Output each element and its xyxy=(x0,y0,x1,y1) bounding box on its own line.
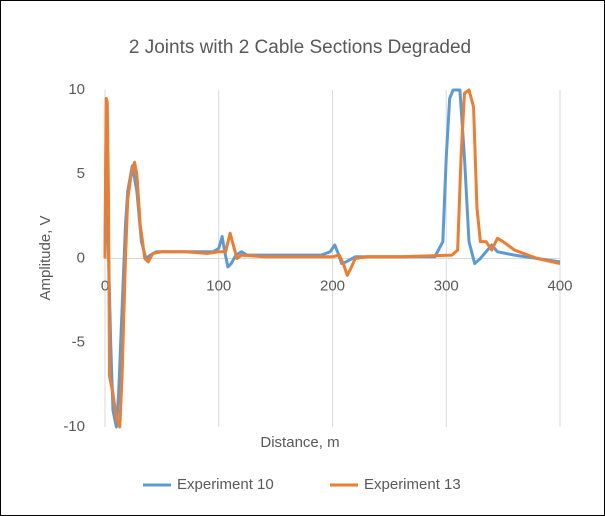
y-tick-label: 0 xyxy=(77,249,85,266)
y-tick-label: 10 xyxy=(68,81,85,98)
x-tick-label: 300 xyxy=(434,277,459,294)
x-tick-label: 0 xyxy=(101,277,109,294)
x-tick-label: 100 xyxy=(206,277,231,294)
x-axis-title: Distance, m xyxy=(260,434,339,451)
legend-label: Experiment 10 xyxy=(177,476,274,493)
y-tick-label: 5 xyxy=(77,165,85,182)
series-line xyxy=(103,88,561,429)
legend-label: Experiment 13 xyxy=(364,476,461,493)
chart-title: 2 Joints with 2 Cable Sections Degraded xyxy=(129,37,471,58)
x-tick-label: 400 xyxy=(547,277,572,294)
x-tick-label: 200 xyxy=(320,277,345,294)
y-tick-label: -5 xyxy=(72,334,85,351)
y-tick-label: -10 xyxy=(63,418,85,435)
y-axis-title: Amplitude, V xyxy=(37,215,54,300)
